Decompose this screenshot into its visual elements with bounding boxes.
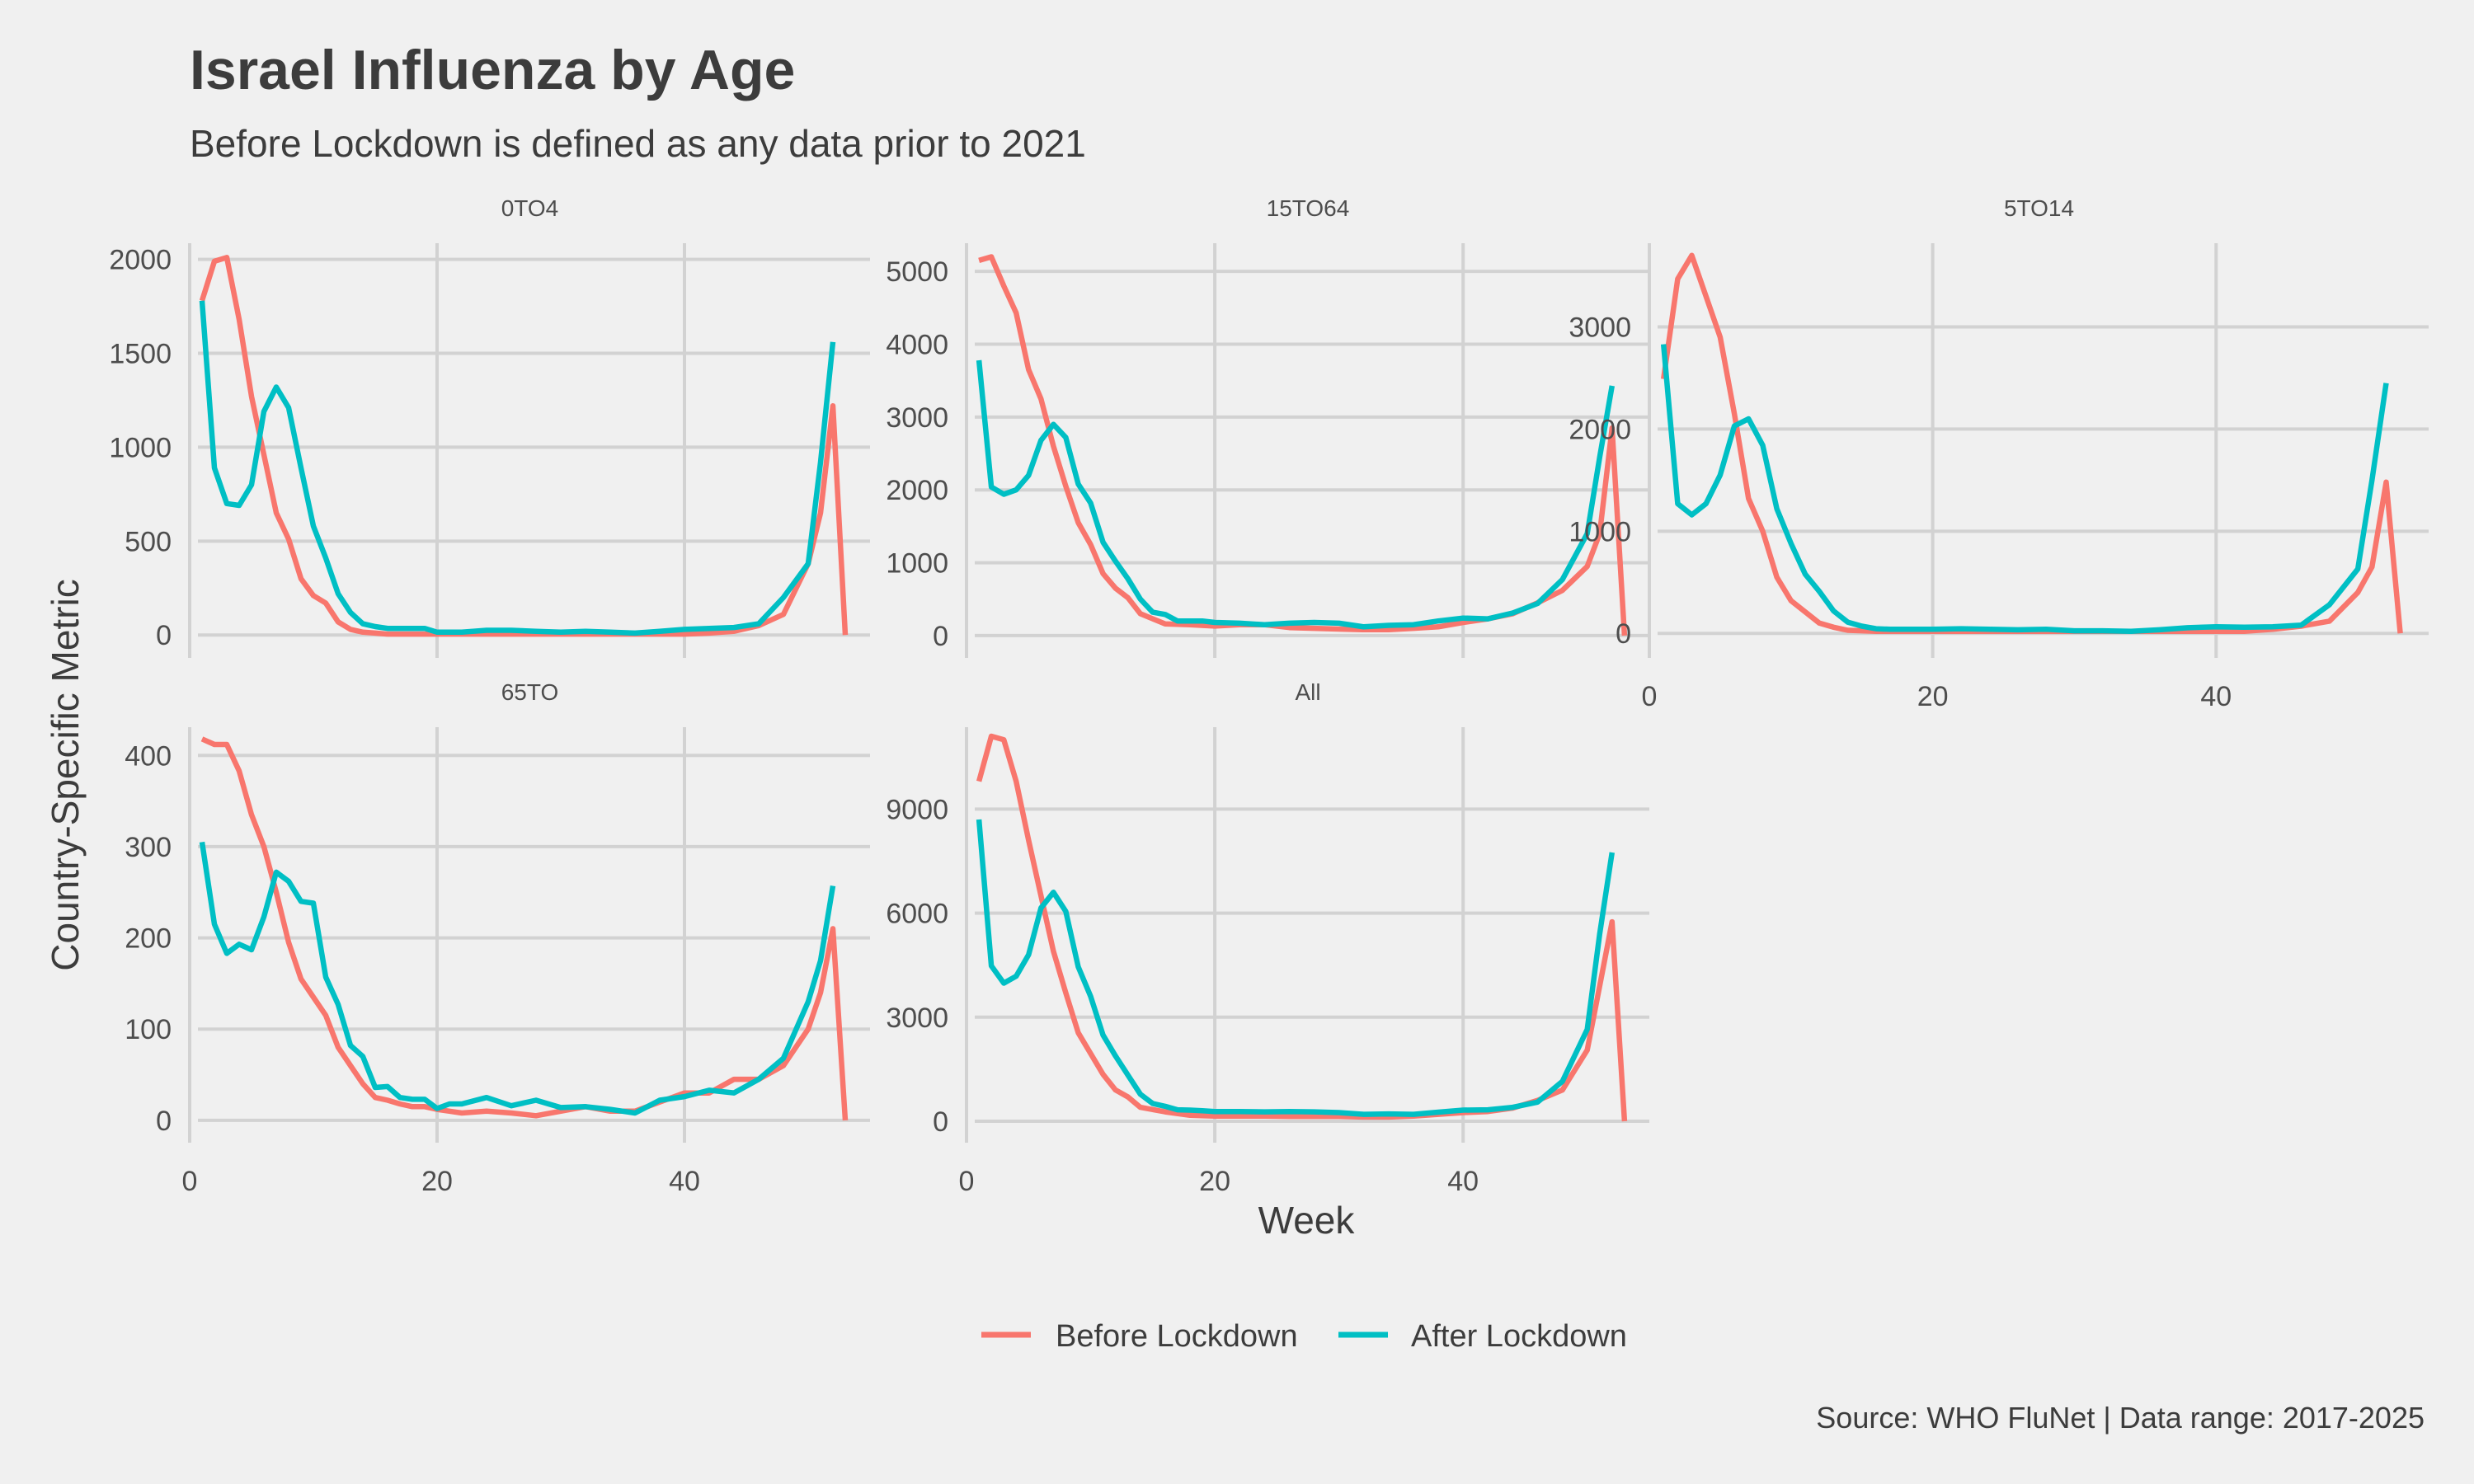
y-tick-label: 1000 [109, 432, 172, 463]
y-tick-label: 2000 [1569, 414, 1631, 445]
y-tick-label: 0 [156, 1106, 172, 1137]
x-axis-title: Week [1258, 1199, 1356, 1242]
y-tick-label: 2000 [109, 245, 172, 276]
y-tick-label: 1000 [1569, 516, 1631, 547]
y-tick-label: 3000 [1569, 312, 1631, 344]
legend-label-before: Before Lockdown [1056, 1319, 1298, 1354]
series-line-after-65to [199, 841, 836, 1116]
facet-panels: 0TO4050010001500200015TO6401000200030004… [109, 195, 2429, 1197]
panel-all: All 0 3000 6000 9000 0 20 40 [886, 679, 1649, 1197]
panel-5to14: 5TO14 0 1000 2000 3000 0 20 40 [1569, 195, 2429, 712]
y-tick-label: 0 [1616, 618, 1631, 650]
chart-caption: Source: WHO FluNet | Data range: 2017-20… [1816, 1401, 2425, 1435]
y-tick-label: 400 [125, 740, 172, 772]
panel-65to: 65TO 0 100 200 300 400 0 20 40 [125, 679, 870, 1197]
series-line-after-5to14 [1660, 344, 2389, 634]
panel-title-5to14: 5TO14 [2004, 195, 2074, 221]
x-tick-label: 40 [2200, 681, 2232, 712]
legend-label-after: After Lockdown [1411, 1319, 1627, 1354]
x-tick-label: 20 [1199, 1166, 1230, 1197]
panel-title-all: All [1295, 679, 1320, 705]
y-tick-label: 9000 [886, 794, 948, 825]
chart-subtitle: Before Lockdown is defined as any data p… [190, 122, 1086, 165]
y-tick-label: 6000 [886, 899, 948, 930]
series-line-after-all [976, 819, 1616, 1117]
y-tick-label: 5000 [886, 256, 948, 288]
x-tick-label: 0 [1642, 681, 1658, 712]
y-tick-label: 100 [125, 1014, 172, 1045]
x-tick-label: 20 [1917, 681, 1949, 712]
panel-0to4: 0TO4 0 500 1000 1500 2000 [109, 195, 870, 658]
y-tick-label: 300 [125, 832, 172, 863]
y-tick-label: 3000 [886, 1003, 948, 1034]
x-tick-label: 0 [959, 1166, 975, 1197]
x-tick-label: 40 [669, 1166, 700, 1197]
y-tick-label: 2000 [886, 475, 948, 506]
y-tick-label: 200 [125, 923, 172, 955]
y-tick-label: 4000 [886, 330, 948, 361]
y-tick-label: 1000 [886, 548, 948, 580]
y-tick-label: 1500 [109, 339, 172, 370]
y-tick-label: 0 [933, 621, 948, 652]
x-tick-label: 0 [182, 1166, 198, 1197]
x-tick-label: 40 [1447, 1166, 1479, 1197]
legend: Before Lockdown After Lockdown [981, 1319, 1627, 1354]
y-tick-label: 500 [125, 526, 172, 557]
y-axis-title: Country-Specific Metric [44, 579, 87, 970]
panel-15to64: 15TO64 0 1000 2000 3000 4000 5000 [886, 195, 1649, 658]
y-tick-label: 0 [933, 1106, 948, 1138]
panel-title-0to4: 0TO4 [501, 195, 559, 221]
x-tick-label: 20 [421, 1166, 453, 1197]
series-line-after-15to64 [976, 359, 1616, 630]
y-tick-label: 0 [156, 620, 172, 651]
y-tick-label: 3000 [886, 402, 948, 434]
series-line-after-0to4 [199, 300, 836, 636]
chart-title: Israel Influenza by Age [190, 39, 795, 101]
panel-title-65to: 65TO [501, 679, 559, 705]
panel-title-15to64: 15TO64 [1267, 195, 1350, 221]
